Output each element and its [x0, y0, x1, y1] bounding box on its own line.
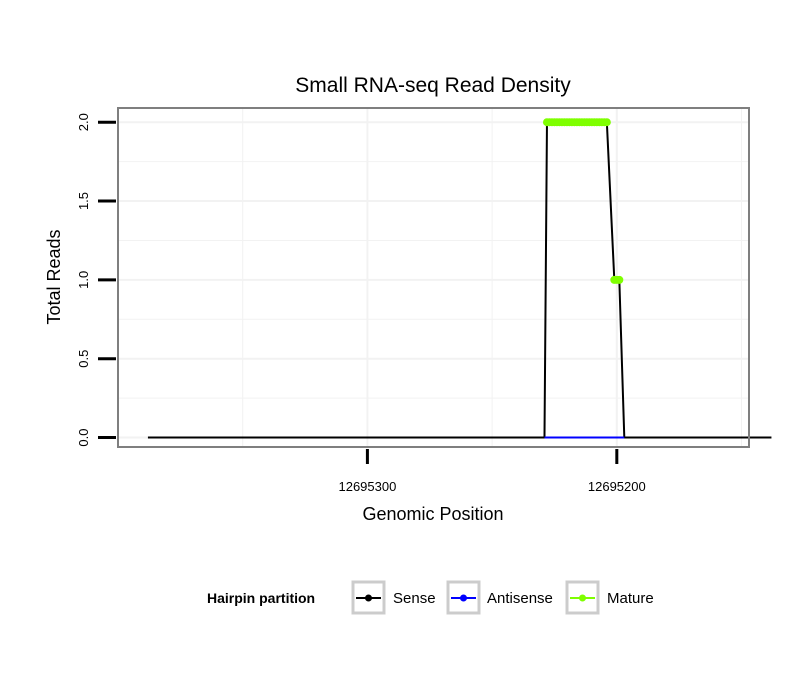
axes: 0.0 0.5 1.0 1.5 2.0 12695300 12695200: [76, 113, 646, 494]
y-tick-label: 0.5: [76, 350, 91, 368]
legend-title: Hairpin partition: [207, 590, 315, 606]
y-tick-label: 1.0: [76, 271, 91, 289]
data-point-mature: [602, 118, 611, 127]
x-tick-label: 12695200: [588, 479, 646, 494]
legend-label-sense: Sense: [393, 590, 436, 607]
legend-key-point-sense: [365, 594, 372, 602]
legend-key-point-antisense: [460, 594, 467, 602]
y-axis-title: Total Reads: [44, 229, 64, 324]
chart-title: Small RNA-seq Read Density: [295, 74, 571, 97]
data-point-mature: [615, 275, 624, 284]
legend-key-point-mature: [579, 594, 586, 602]
legend-entry-antisense: Antisense: [446, 580, 553, 615]
legend: Hairpin partition Sense Antisense Mature: [207, 580, 654, 615]
grid: [118, 108, 749, 447]
x-tick-label: 12695300: [338, 479, 396, 494]
legend-entry-mature: Mature: [565, 580, 654, 615]
plot-panel-border: [117, 107, 750, 448]
series-layer: [147, 118, 772, 439]
x-axis-title: Genomic Position: [362, 504, 503, 524]
y-tick-label: 2.0: [76, 113, 91, 131]
y-tick-label: 0.0: [76, 429, 91, 447]
y-tick-label: 1.5: [76, 192, 91, 210]
legend-label-mature: Mature: [607, 590, 654, 607]
legend-entry-sense: Sense: [351, 580, 436, 615]
legend-label-antisense: Antisense: [487, 590, 553, 607]
